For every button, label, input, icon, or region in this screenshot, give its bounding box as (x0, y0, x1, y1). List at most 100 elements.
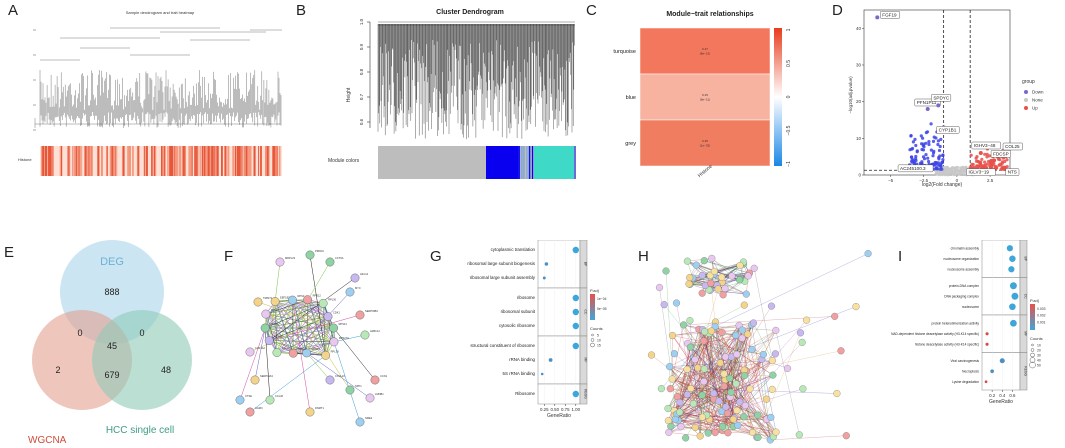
network-node (704, 429, 712, 437)
network-edge (706, 415, 734, 420)
network-node-label: RPL38 (331, 349, 339, 353)
heatmap-stripe (240, 146, 242, 176)
network-edge (266, 313, 326, 356)
legend-count-tick: 10 (597, 338, 601, 342)
network-node (720, 382, 728, 390)
network-edge (683, 316, 835, 326)
legend-dot-none (1024, 98, 1028, 102)
panel-e-label: E (4, 244, 15, 261)
heatmap-stripe (258, 146, 260, 176)
network-node (691, 423, 699, 432)
heatmap-stripe (144, 146, 146, 176)
network-node (683, 257, 691, 265)
term-dot (1009, 255, 1016, 262)
y-tick-label: 10 (856, 136, 862, 141)
network-node (676, 398, 684, 406)
network-node (768, 385, 776, 393)
network-edge (711, 330, 740, 403)
term-dot (1009, 303, 1016, 311)
term-label: protein-DNA complex (949, 284, 980, 288)
ppi-network-small: RPS21 RPS27A RPL38 RPS15 RPS13 RPL10A RPL35 RPS… (235, 249, 388, 427)
panel-b: B Cluster Dendrogram Height 1.0 0.9 0.8 0.7… (290, 0, 580, 190)
network-node (833, 389, 841, 398)
heatmap-stripe (266, 146, 269, 176)
network-node (250, 375, 260, 385)
point-up (983, 152, 987, 156)
y-tick-label: 0.6 (359, 118, 364, 125)
legend-count-tick: 15 (597, 343, 601, 347)
network-edges (651, 253, 869, 441)
term-dot (1006, 245, 1013, 252)
module-blue-stripe (529, 146, 531, 179)
network-edge (268, 299, 294, 341)
facet-strip-label: KEGG (584, 389, 588, 399)
heatmap-stripe (138, 146, 140, 176)
heatmap-stripe (41, 146, 43, 176)
network-node-label: CCT6A (335, 256, 344, 260)
module-p-grey: (1e−33) (700, 144, 710, 148)
network-node (748, 345, 756, 354)
network-edge (679, 411, 723, 431)
network-edge (292, 299, 351, 391)
network-node (662, 267, 670, 275)
venn-deg-label: DEG (100, 256, 124, 268)
point-down (920, 142, 924, 146)
heatmap-stripe (177, 146, 178, 176)
venn-wgcna-label: WGCNA (28, 435, 67, 446)
network-node (245, 407, 255, 417)
point-none (954, 173, 958, 177)
network-node (749, 319, 758, 327)
x-tick-label: 1.00 (572, 407, 581, 412)
volcano-legend: Down None Up (1024, 90, 1044, 111)
panel-a-title: Sample dendrogram and trait heatmap (126, 10, 195, 15)
network-node (670, 350, 678, 358)
network-edge (688, 279, 741, 285)
legend-label-down: Down (1032, 90, 1044, 95)
point-down (922, 145, 926, 149)
network-edge (308, 299, 335, 343)
heatmap-stripe (168, 146, 171, 176)
network-node (732, 380, 740, 388)
heatmap-stripe (77, 146, 80, 176)
module-trait-heatmap: Module−trait relationships turquoise 0.27… (613, 11, 792, 179)
venn-count-wgcna-only: 2 (55, 365, 60, 375)
network-node (754, 411, 762, 419)
heatmap-stripe (268, 146, 270, 176)
heatmap-stripe (60, 146, 62, 176)
network-node (735, 276, 744, 284)
term-label: cytoplasmic translation (491, 247, 536, 252)
heatmap-stripe (171, 146, 174, 176)
network-node (707, 327, 715, 335)
point-down (926, 156, 930, 160)
network-node (682, 434, 690, 442)
venn-diagram: DEG WGCNA HCC single cell 888 0 0 45 2 6… (28, 240, 192, 446)
network-edge (266, 313, 294, 354)
network-node-label: COL1A2 (255, 346, 266, 350)
term-dot (1008, 266, 1015, 273)
network-edge (249, 355, 326, 413)
network-node (733, 350, 741, 358)
point-up (969, 153, 973, 157)
panel-d: D −log10(adj.pvalue) log2(Fold change) −… (830, 0, 1065, 190)
network-node (736, 261, 744, 270)
network-node (741, 401, 749, 410)
legend-padj-tick: 0.002 (1037, 314, 1046, 318)
heatmap-stripe (59, 146, 61, 176)
y-tick-label: 0.7 (359, 93, 364, 100)
network-node (360, 330, 370, 340)
legend-padj-tick: 5e−05 (597, 307, 607, 311)
heatmap-stripe (276, 146, 278, 176)
heatmap-stripe (254, 146, 256, 176)
x-axis-label: GeneRatio (547, 413, 571, 419)
network-node (707, 279, 715, 287)
network-node (325, 257, 335, 267)
heatmap-stripe (89, 146, 92, 176)
point-none (946, 173, 950, 177)
y-tick-label: 1.0 (359, 18, 364, 25)
network-node (732, 331, 740, 339)
network-node (708, 254, 716, 262)
network-edge (264, 299, 294, 329)
point-none (961, 166, 965, 169)
heatmap-stripe (213, 146, 216, 176)
network-node (803, 316, 811, 324)
